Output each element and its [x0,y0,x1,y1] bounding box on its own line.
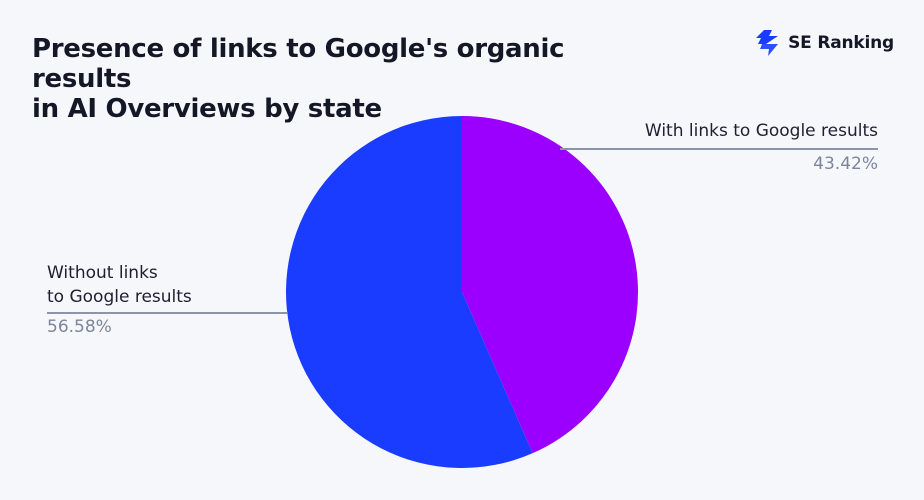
label-without-links-line-2: to Google results [47,287,192,307]
chart-title-line-2: in AI Overviews by state [32,94,382,124]
label-with-links: With links to Google results [644,121,878,141]
leader-line-with-links [560,148,878,150]
leader-line-without-links [47,312,287,314]
chart-title: Presence of links to Google's organic re… [32,34,652,124]
brand-name: SE Ranking [788,33,894,53]
brand-logo: SE Ranking [756,30,894,56]
pie-slice-without-links [286,116,533,468]
pie-slice-with-links [462,116,639,454]
value-without-links: 56.58% [47,317,112,337]
chart-title-line-1: Presence of links to Google's organic re… [32,34,565,94]
label-without-links-line-1: Without links [47,263,158,283]
se-ranking-logo-icon [756,30,779,56]
value-with-links: 43.42% [813,154,878,174]
